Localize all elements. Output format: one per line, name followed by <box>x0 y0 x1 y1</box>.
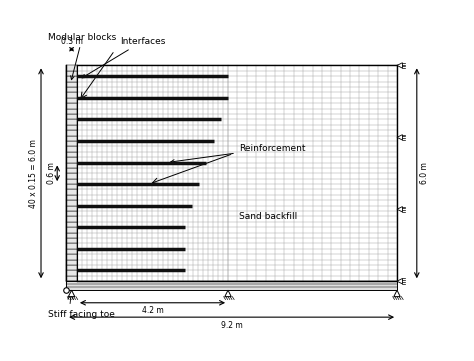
Bar <box>66 281 397 290</box>
Bar <box>66 130 77 135</box>
Bar <box>66 71 77 76</box>
Polygon shape <box>68 290 75 297</box>
Bar <box>66 92 77 98</box>
Text: Sand backfill: Sand backfill <box>239 212 297 221</box>
Bar <box>66 232 77 238</box>
Bar <box>66 254 77 260</box>
Text: 9.2 m: 9.2 m <box>221 321 243 330</box>
Bar <box>66 276 77 281</box>
Bar <box>66 238 77 243</box>
Bar <box>66 195 77 200</box>
Bar <box>66 217 77 222</box>
Bar <box>66 114 77 119</box>
Bar <box>66 249 77 254</box>
Bar <box>66 76 77 82</box>
Bar <box>66 65 77 71</box>
Bar <box>66 119 77 125</box>
Bar <box>66 179 77 184</box>
Bar <box>66 184 77 190</box>
Bar <box>66 243 77 249</box>
Bar <box>66 135 77 141</box>
Bar <box>66 157 77 162</box>
Bar <box>66 211 77 217</box>
Text: Reinforcement: Reinforcement <box>171 144 305 163</box>
Bar <box>66 270 77 276</box>
Text: Modular blocks: Modular blocks <box>48 33 117 80</box>
Text: 0.6 m: 0.6 m <box>47 162 56 184</box>
Bar <box>66 190 77 195</box>
Bar <box>66 141 77 146</box>
Bar <box>66 168 77 173</box>
Text: 4.2 m: 4.2 m <box>142 306 164 316</box>
Bar <box>66 82 77 87</box>
Bar <box>66 125 77 130</box>
Bar <box>66 265 77 270</box>
Bar <box>66 260 77 265</box>
Text: Stiff facing toe: Stiff facing toe <box>48 310 115 319</box>
Bar <box>66 87 77 92</box>
Bar <box>66 152 77 157</box>
Text: Interfaces: Interfaces <box>82 37 165 78</box>
Text: 6.0 m: 6.0 m <box>420 162 429 184</box>
Polygon shape <box>397 135 402 140</box>
Bar <box>66 98 77 103</box>
Polygon shape <box>397 63 402 68</box>
Bar <box>66 146 77 152</box>
Polygon shape <box>394 290 400 297</box>
Bar <box>66 227 77 232</box>
Bar <box>66 109 77 114</box>
Bar <box>66 103 77 109</box>
Polygon shape <box>397 206 402 212</box>
Bar <box>66 206 77 211</box>
Bar <box>66 162 77 168</box>
Polygon shape <box>225 290 231 297</box>
Bar <box>66 173 77 179</box>
Text: 40 x 0.15 = 6.0 m: 40 x 0.15 = 6.0 m <box>29 139 38 208</box>
Bar <box>66 200 77 206</box>
Bar <box>66 222 77 227</box>
Text: 0.3 m: 0.3 m <box>61 38 82 46</box>
Polygon shape <box>397 278 402 284</box>
